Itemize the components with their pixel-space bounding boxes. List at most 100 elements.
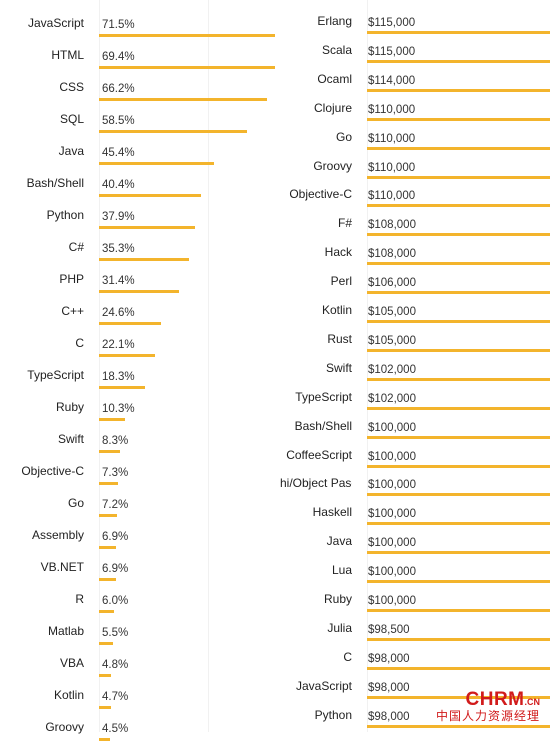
category-label: JavaScript	[295, 678, 352, 693]
category-label: R	[75, 592, 84, 606]
bar-row: Ruby 10.3%	[0, 384, 280, 421]
value-label: $115,000	[368, 45, 416, 58]
bar	[367, 666, 550, 670]
bar-row: Julia $98,500	[280, 605, 550, 641]
value-label: $100,000	[368, 537, 416, 550]
right-chart-salaries: Erlang $115,000 Scala $115,000 Ocaml $114,000…	[280, 0, 550, 732]
category-label: Lua	[331, 563, 352, 578]
category-label: Ocaml	[317, 71, 352, 86]
bar	[99, 226, 196, 229]
bar	[99, 450, 121, 453]
value-label: 7.2%	[102, 499, 129, 511]
bar-row: Groovy $110,000	[280, 143, 550, 179]
category-label: Objective-C	[289, 187, 352, 202]
category-label: Matlab	[47, 624, 84, 638]
category-label: Java	[326, 534, 352, 549]
bar-row: HTML 69.4%	[0, 32, 280, 69]
category-label: Ruby	[55, 400, 84, 414]
bar-row: Scala $115,000	[280, 27, 550, 63]
value-label: 7.3%	[102, 467, 129, 479]
category-label: C	[75, 336, 84, 350]
category-label: hi/Object Pascal	[280, 476, 352, 491]
category-label: Groovy	[45, 720, 84, 734]
value-label: 69.4%	[102, 51, 135, 63]
value-label: $102,000	[368, 363, 416, 376]
value-label: 5.5%	[102, 627, 129, 639]
bar-row: Haskell $100,000	[280, 489, 550, 526]
bar-row: Python 37.9%	[0, 192, 280, 229]
bar	[367, 435, 550, 439]
bar-row: Groovy 4.5%	[0, 704, 280, 741]
bar-row: Swift 8.3%	[0, 416, 280, 453]
logo-chinese-text: 中国人力资源经理	[435, 709, 540, 723]
bar	[367, 59, 550, 63]
bar	[99, 194, 202, 197]
bar	[99, 674, 112, 677]
bar	[367, 377, 550, 381]
bar	[99, 258, 189, 261]
bar-row: Lua $100,000	[280, 547, 550, 584]
bar-row: hi/Object Pascal $100,000	[280, 460, 550, 497]
bar	[367, 724, 550, 728]
bar	[99, 322, 162, 325]
category-label: CSS	[59, 80, 84, 94]
category-label: C	[343, 649, 352, 664]
category-label: Go	[67, 496, 84, 510]
left-guide-line-end	[208, 0, 209, 732]
category-label: Objective-C	[21, 464, 84, 478]
bar	[99, 482, 118, 485]
category-label: HTML	[51, 48, 84, 62]
category-label: Haskell	[312, 505, 352, 520]
bar	[99, 290, 179, 293]
bar-row: C# 35.3%	[0, 224, 280, 261]
bar-row: Kotlin 4.7%	[0, 672, 280, 709]
bar-row: PHP 31.4%	[0, 256, 280, 293]
value-label: 45.4%	[102, 147, 135, 159]
value-label: $100,000	[368, 566, 416, 579]
bar	[99, 642, 113, 645]
category-label: SQL	[59, 112, 84, 126]
bar	[99, 34, 275, 37]
bar-row: VB.NET 6.9%	[0, 544, 280, 581]
chrm-logo: CHRM.CN 中国人力资源经理	[436, 690, 540, 722]
bar-row: Go 7.2%	[0, 480, 280, 517]
value-label: $110,000	[368, 190, 416, 203]
value-label: 40.4%	[102, 179, 135, 191]
bar	[367, 146, 550, 150]
value-label: $110,000	[368, 161, 416, 174]
value-label: 18.3%	[102, 371, 135, 383]
bar-row: Hack $108,000	[280, 229, 550, 266]
category-label: Kotlin	[321, 303, 352, 317]
value-label: 31.4%	[102, 275, 135, 287]
category-label: Erlang	[317, 14, 352, 28]
category-label: Python	[314, 707, 352, 722]
bar-row: SQL 58.5%	[0, 96, 280, 133]
category-label: F#	[337, 216, 352, 231]
bar-row: Ruby $100,000	[280, 576, 550, 612]
left-chart-languages: JavaScript 71.5% HTML 69.4% CSS 66.2% SQL 58.5%…	[0, 0, 280, 741]
bar-row: C 22.1%	[0, 320, 280, 357]
bar	[367, 493, 550, 497]
bar	[99, 98, 267, 101]
bar	[99, 514, 118, 517]
bar-row: CoffeeScript $100,000	[280, 432, 550, 468]
category-label: TypeScript	[27, 368, 84, 382]
bar	[367, 464, 550, 468]
bar	[99, 386, 146, 389]
value-label: $100,000	[368, 450, 416, 463]
category-label: Assembly	[31, 528, 84, 542]
bar-row: Perl $106,000	[280, 258, 550, 295]
bar	[367, 580, 550, 584]
category-label: Rust	[327, 331, 352, 346]
category-label: Groovy	[313, 158, 352, 173]
value-label: $110,000	[368, 132, 416, 145]
bar-row: Objective-C $110,000	[280, 171, 550, 208]
bar-row: JavaScript 71.5%	[0, 0, 280, 37]
value-label: 4.8%	[102, 659, 129, 671]
value-label: $100,000	[368, 508, 416, 521]
category-label: TypeScript	[295, 389, 352, 404]
bar-row: Ocaml $114,000	[280, 56, 550, 92]
bar	[367, 175, 550, 179]
logo-brand: CHRM	[465, 689, 525, 710]
value-label: 24.6%	[102, 307, 135, 319]
